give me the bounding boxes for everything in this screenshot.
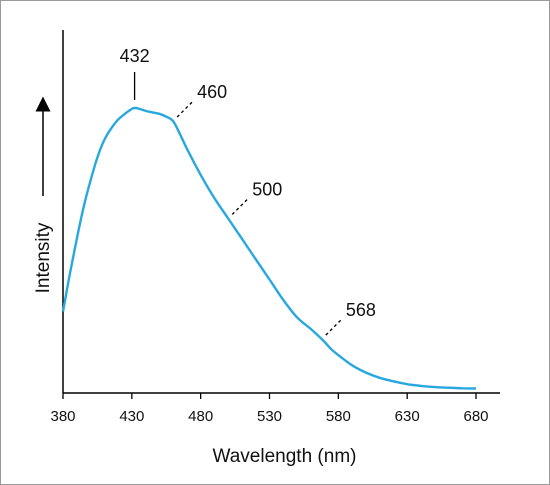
x-tick-label: 680 [463,408,488,425]
spectrum-line [61,106,477,390]
axes [62,30,500,394]
x-ticks: 380 430 480 530 580 630 680 [50,393,489,425]
x-tick-label: 580 [326,408,351,425]
annotations: 432 460 500 568 [120,46,376,336]
annotation-label: 432 [120,46,150,66]
x-axis-title: Wavelength (nm) [213,446,357,467]
x-tick-label: 480 [188,408,213,425]
annotation-label: 500 [252,179,282,199]
x-tick-label: 380 [50,408,75,425]
annotation-label: 568 [346,300,376,320]
x-tick-label: 430 [119,408,144,425]
annotation-leader [231,198,249,215]
annotation-leader [176,100,194,118]
x-tick-label: 530 [257,408,282,425]
y-axis-title: Intensity [33,222,54,293]
annotation-label: 460 [197,82,227,102]
annotation-leader [325,318,343,336]
x-tick-label: 630 [395,408,420,425]
series-layer [61,106,477,390]
